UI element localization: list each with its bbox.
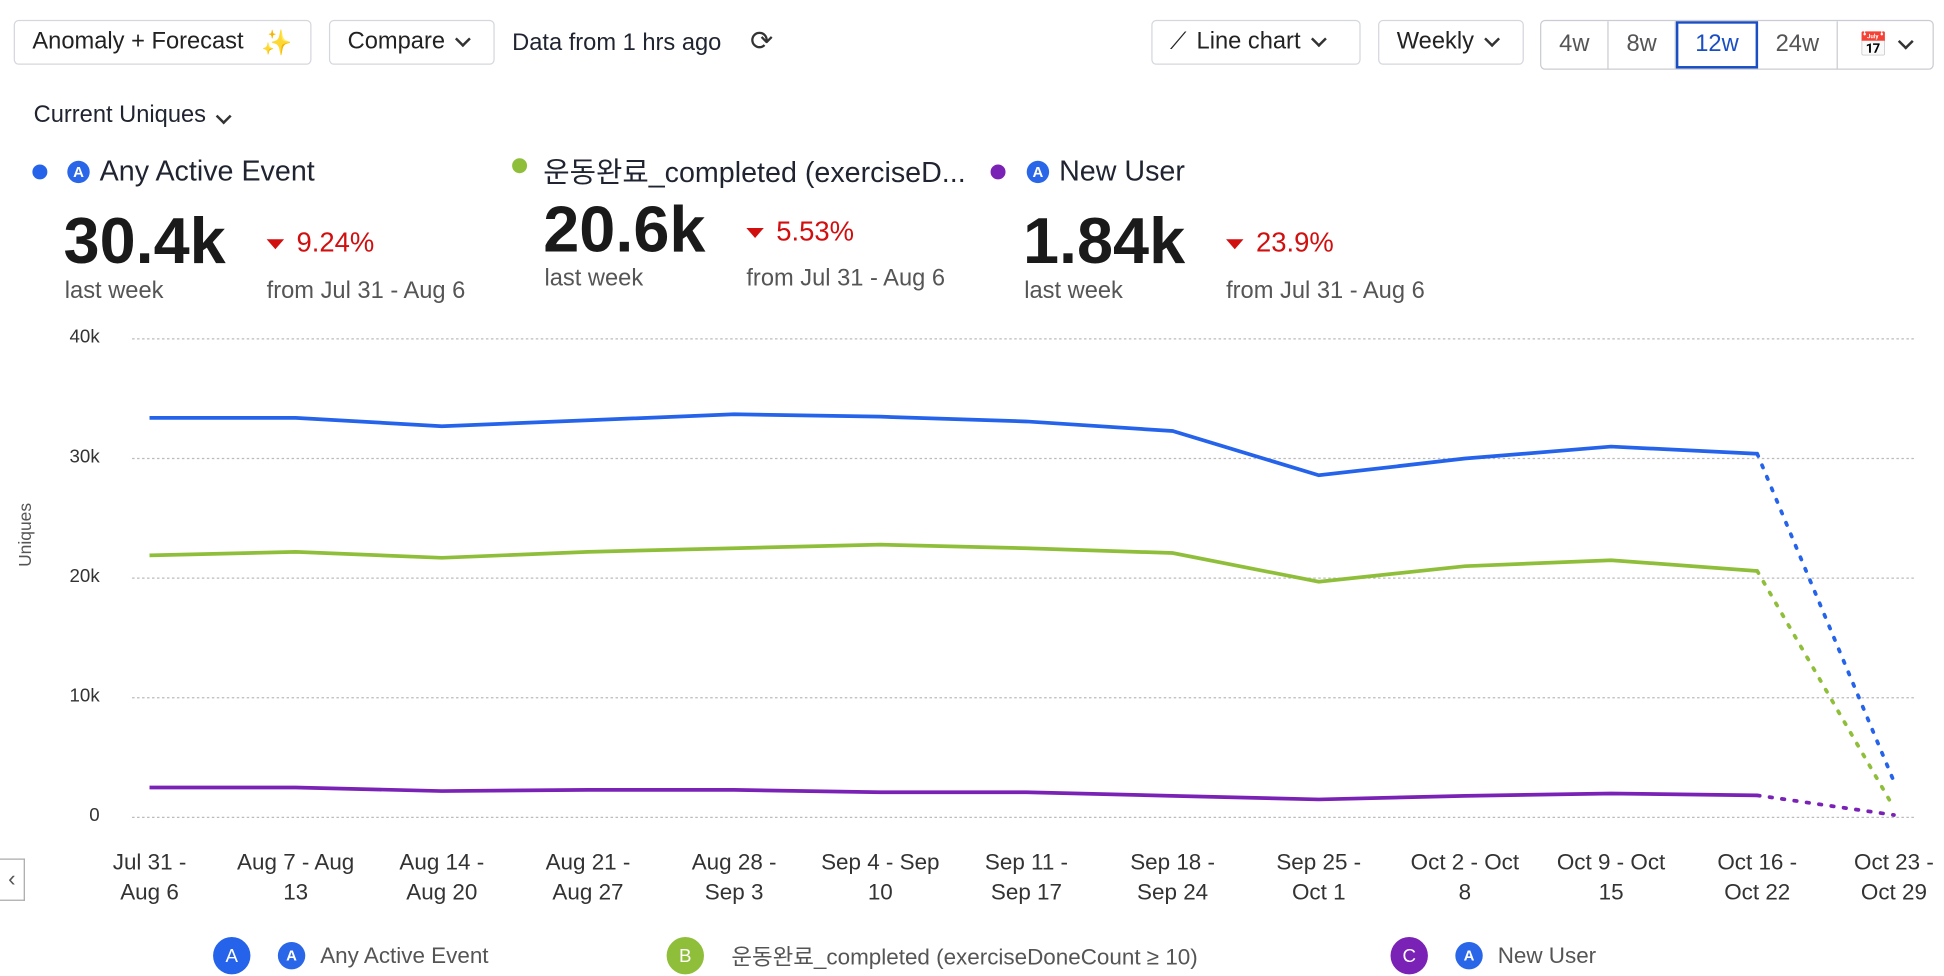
- summary-compare: from Jul 31 - Aug 6: [746, 265, 946, 292]
- series-dot: [32, 164, 48, 180]
- summary-period: last week: [64, 277, 164, 305]
- summary-compare: from Jul 31 - Aug 6: [266, 277, 466, 305]
- summary-title: New User: [1059, 154, 1185, 187]
- summary-title: 운동완료_completed (exerciseD...: [543, 155, 966, 189]
- down-arrow-icon: [266, 239, 285, 250]
- series-dot: [990, 164, 1006, 180]
- forecast-line[interactable]: [1755, 793, 1896, 817]
- change-badge: 23.9%: [1226, 227, 1334, 259]
- event-icon: A: [67, 160, 90, 184]
- x-tick-label: Sep 25 - Oct 1: [1276, 849, 1362, 905]
- x-tick-label: Sep 18 - Sep 24: [1130, 849, 1215, 905]
- series-badge: A: [213, 936, 251, 975]
- interval-label: Weekly: [1396, 28, 1474, 55]
- forecast-line[interactable]: [1755, 569, 1896, 810]
- series-badge: B: [666, 936, 704, 975]
- legend-item[interactable]: B 운동완료_completed (exerciseDoneCount ≥ 10): [666, 936, 1198, 975]
- data-age: Data from 1 hrs ago: [512, 29, 722, 57]
- scroll-left-button[interactable]: ‹: [0, 858, 25, 901]
- metric-selector[interactable]: Current Uniques: [33, 102, 233, 129]
- down-arrow-icon: [746, 228, 764, 239]
- calendar-button[interactable]: 📅: [1838, 21, 1933, 68]
- y-tick-label: 0: [89, 804, 100, 827]
- anomaly-label: Anomaly + Forecast: [32, 28, 244, 55]
- y-tick-label: 20k: [69, 565, 100, 587]
- legend-label: Any Active Event: [320, 942, 489, 968]
- summary-value: 20.6k: [543, 194, 706, 267]
- y-tick-label: 10k: [69, 685, 100, 707]
- x-tick-label: Jul 31 - Aug 6: [112, 849, 187, 905]
- legend-item[interactable]: A A Any Active Event: [213, 936, 489, 975]
- change-badge: 9.24%: [266, 227, 374, 259]
- x-tick-label: Oct 2 - Oct 8: [1410, 849, 1520, 905]
- x-tick-label: Aug 7 - Aug 13: [237, 849, 355, 905]
- compare-label: Compare: [347, 28, 446, 55]
- event-icon: A: [277, 941, 306, 970]
- event-icon: A: [1026, 160, 1050, 184]
- interval-dropdown[interactable]: Weekly: [1378, 19, 1524, 65]
- series-dot: [512, 158, 528, 174]
- range-selector: 4w 8w 12w 24w 📅: [1540, 19, 1934, 70]
- summary-value: 30.4k: [63, 205, 226, 278]
- chart-type-label: Line chart: [1196, 28, 1301, 55]
- anomaly-forecast-button[interactable]: Anomaly + Forecast ✨: [13, 19, 312, 65]
- x-tick-label: Oct 16 - Oct 22: [1717, 849, 1798, 905]
- series-line[interactable]: [149, 542, 1758, 584]
- summary-period: last week: [544, 265, 644, 292]
- x-tick-label: Oct 9 - Oct 15: [1556, 849, 1666, 905]
- x-tick-label: Aug 28 - Sep 3: [691, 849, 777, 905]
- x-tick-label: Aug 21 - Aug 27: [545, 849, 631, 905]
- y-tick-label: 30k: [69, 446, 100, 468]
- refresh-icon[interactable]: ⟳: [750, 24, 774, 57]
- compare-button[interactable]: Compare: [328, 19, 495, 65]
- x-tick-label: Sep 11 - Sep 17: [984, 849, 1069, 905]
- summary-value: 1.84k: [1022, 205, 1186, 278]
- change-badge: 5.53%: [746, 216, 854, 248]
- x-tick-label: Aug 14 - Aug 20: [399, 849, 485, 905]
- legend-label: New User: [1497, 942, 1597, 968]
- calendar-icon: 📅: [1858, 32, 1889, 59]
- down-arrow-icon: [1226, 239, 1244, 250]
- range-4w[interactable]: 4w: [1541, 21, 1609, 69]
- wand-icon: ✨: [261, 29, 293, 57]
- forecast-line[interactable]: [1755, 451, 1896, 784]
- summary-period: last week: [1024, 277, 1123, 305]
- metric-label: Current Uniques: [33, 102, 207, 129]
- range-12w[interactable]: 12w: [1675, 21, 1759, 69]
- legend-item[interactable]: C A New User: [1390, 936, 1597, 975]
- summary-title: Any Active Event: [99, 154, 315, 187]
- legend-label: 운동완료_completed (exerciseDoneCount ≥ 10): [731, 944, 1198, 970]
- event-icon: A: [1455, 941, 1483, 970]
- range-8w[interactable]: 8w: [1609, 21, 1676, 69]
- series-badge: C: [1390, 936, 1428, 975]
- range-24w[interactable]: 24w: [1758, 21, 1838, 69]
- line-chart-icon: ⟋: [1169, 28, 1187, 55]
- chart-type-dropdown[interactable]: ⟋ Line chart: [1151, 19, 1361, 65]
- series-line[interactable]: [149, 412, 1758, 478]
- summary-compare: from Jul 31 - Aug 6: [1226, 277, 1425, 305]
- series-line[interactable]: [149, 785, 1758, 802]
- y-tick-label: 40k: [69, 326, 100, 348]
- x-tick-label: Oct 23 - Oct 29: [1854, 849, 1934, 905]
- x-tick-label: Sep 4 - Sep 10: [821, 849, 940, 905]
